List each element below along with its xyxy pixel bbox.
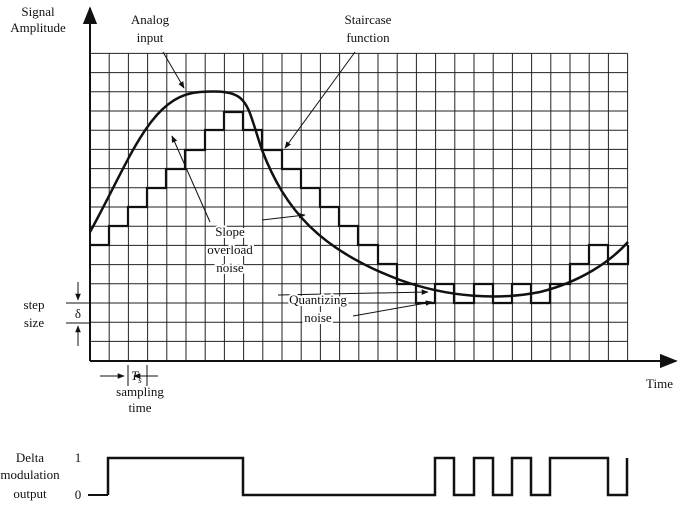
sampling-time-label: sampling time <box>116 384 164 415</box>
step-size-label: step size <box>24 297 45 330</box>
analog-curve <box>88 90 629 298</box>
output-label: Delta modulation output <box>0 450 60 501</box>
sampling-period: Ts <box>131 368 142 385</box>
annotation-arrows <box>66 51 433 386</box>
output-low: 0 <box>75 487 82 502</box>
staircase-label: Staircase function <box>345 12 392 45</box>
y-axis-label: Signal Amplitude <box>10 4 66 35</box>
analog-input-label: Analog input <box>131 12 170 45</box>
quantizing-label: Quantizing noise <box>289 292 347 325</box>
slope-overload-label: Slope overload noise <box>207 224 253 275</box>
staircase <box>90 110 630 305</box>
delta-output <box>106 456 629 497</box>
output-high: 1 <box>75 450 82 465</box>
delta-symbol: δ <box>75 306 81 321</box>
x-axis-label: Time <box>646 376 673 391</box>
